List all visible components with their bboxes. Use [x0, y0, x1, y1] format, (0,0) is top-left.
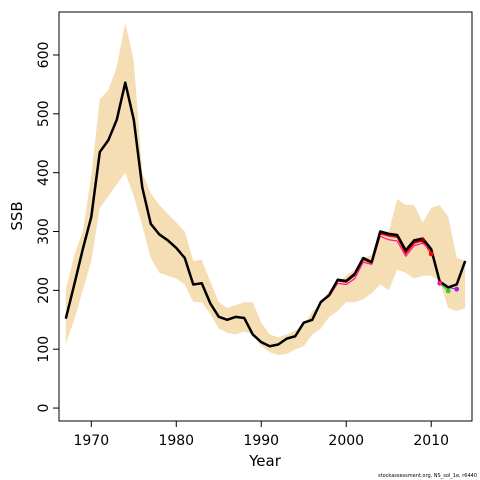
y-tick-label: 300 — [36, 218, 52, 245]
endpoint-marker-retro_3 — [445, 288, 451, 294]
y-tick-label: 0 — [36, 404, 52, 413]
endpoint-markers-layer — [420, 237, 460, 294]
plot-frame — [58, 11, 473, 422]
endpoint-marker-retro_1 — [428, 251, 434, 257]
confidence-band — [65, 22, 466, 356]
x-tick-label: 2010 — [413, 433, 449, 449]
x-tick-label: 1980 — [158, 433, 194, 449]
x-tick-label: 1970 — [73, 433, 109, 449]
y-tick-label: 400 — [36, 159, 52, 186]
y-axis-title: SSB — [8, 201, 26, 230]
x-axis-title: Year — [248, 452, 282, 470]
y-tick-label: 600 — [36, 42, 52, 69]
x-axis: 1970 1980 1990 2000 2010 — [73, 421, 449, 449]
confidence-band-layer — [65, 22, 466, 356]
endpoint-marker-retro_4 — [454, 286, 460, 292]
x-tick-label: 1990 — [243, 433, 279, 449]
y-axis: 0 100 200 300 400 500 600 — [36, 42, 59, 413]
y-tick-label: 500 — [36, 100, 52, 127]
series-layer — [64, 81, 467, 348]
y-tick-label: 200 — [36, 277, 52, 304]
footnote: stockassessment.org, NS_sol_1e, r6440 — [378, 473, 477, 479]
endpoint-marker-retro_5 — [420, 237, 426, 243]
endpoint-marker-retro_2 — [437, 280, 443, 286]
series-line-final — [64, 81, 467, 348]
x-tick-label: 2000 — [328, 433, 364, 449]
y-tick-label: 100 — [36, 336, 52, 363]
